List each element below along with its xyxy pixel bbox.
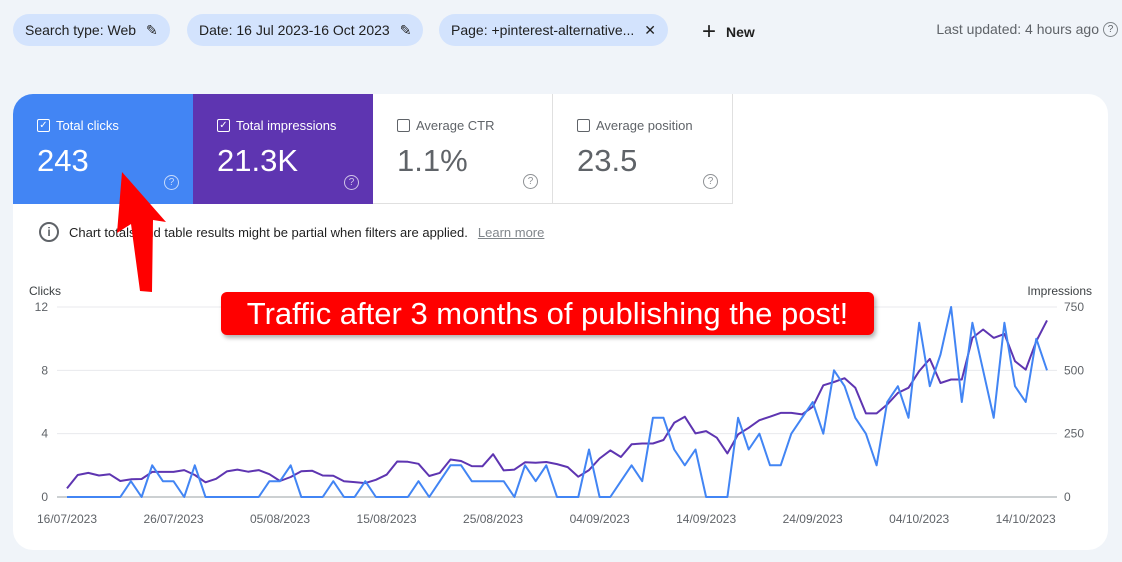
x-tick-label: 25/08/2023: [463, 512, 523, 526]
learn-more-link[interactable]: Learn more: [477, 224, 545, 240]
info-icon: i: [39, 222, 59, 242]
metric-value: 243: [37, 143, 89, 178]
help-icon[interactable]: ?: [703, 174, 718, 189]
metric-label: Total clicks: [56, 118, 119, 133]
x-tick-label: 05/08/2023: [250, 512, 310, 526]
new-filter-button[interactable]: + New: [702, 18, 755, 46]
metric-value: 1.1%: [397, 143, 468, 178]
left-tick-label: 8: [41, 363, 48, 377]
pencil-icon[interactable]: ✎: [399, 21, 412, 38]
last-updated-text: Last updated: 4 hours ago: [936, 21, 1099, 37]
x-tick-label: 15/08/2023: [357, 512, 417, 526]
new-label: New: [726, 24, 755, 40]
clicks-line: [67, 306, 1048, 498]
notice-text: Chart totals and table results might be …: [69, 224, 468, 240]
checkbox-checked-icon[interactable]: ✓: [217, 119, 230, 132]
left-axis-label: Clicks: [29, 284, 61, 298]
filter-label: Date: 16 Jul 2023-16 Oct 2023: [199, 22, 390, 38]
x-tick-label: 04/10/2023: [889, 512, 949, 526]
left-tick-label: 12: [35, 300, 49, 314]
metric-label: Total impressions: [236, 118, 337, 133]
x-tick-label: 16/07/2023: [37, 512, 97, 526]
annotation-banner: Traffic after 3 months of publishing the…: [221, 292, 874, 335]
filter-label: Search type: Web: [25, 22, 137, 38]
impressions-line: [66, 319, 1048, 490]
metric-total-impressions[interactable]: ✓ Total impressions 21.3K ?: [193, 94, 373, 204]
checkbox-unchecked-icon[interactable]: [577, 119, 590, 132]
last-updated: Last updated: 4 hours ago ?: [936, 21, 1118, 37]
x-tick-label: 14/09/2023: [676, 512, 736, 526]
plus-icon: +: [702, 18, 717, 45]
metric-value: 21.3K: [217, 143, 299, 178]
metric-average-ctr[interactable]: Average CTR 1.1% ?: [373, 94, 553, 204]
metric-label: Average position: [596, 118, 693, 133]
x-tick-label: 14/10/2023: [996, 512, 1056, 526]
filter-chip-page[interactable]: Page: +pinterest-alternative... ✕: [439, 14, 669, 46]
help-icon[interactable]: ?: [523, 174, 538, 189]
right-tick-label: 750: [1064, 300, 1084, 314]
metric-label: Average CTR: [416, 118, 495, 133]
filter-label: Page: +pinterest-alternative...: [451, 22, 635, 38]
right-tick-label: 250: [1064, 427, 1084, 441]
right-axis-label: Impressions: [1027, 284, 1092, 298]
help-icon[interactable]: ?: [1103, 21, 1118, 37]
right-tick-label: 500: [1064, 363, 1084, 377]
filter-chip-search-type[interactable]: Search type: Web ✎: [13, 14, 170, 46]
metric-value: 23.5: [577, 143, 638, 178]
left-tick-label: 0: [41, 490, 48, 504]
x-tick-label: 24/09/2023: [783, 512, 843, 526]
close-icon[interactable]: ✕: [644, 21, 657, 38]
checkbox-unchecked-icon[interactable]: [397, 119, 410, 132]
right-tick-label: 0: [1064, 490, 1071, 504]
filter-chip-date[interactable]: Date: 16 Jul 2023-16 Oct 2023 ✎: [187, 14, 424, 46]
help-icon[interactable]: ?: [344, 175, 359, 190]
partial-results-notice: i Chart totals and table results might b…: [39, 222, 544, 242]
x-tick-label: 26/07/2023: [143, 512, 203, 526]
left-tick-label: 4: [41, 427, 48, 441]
pencil-icon[interactable]: ✎: [146, 21, 158, 38]
x-tick-label: 04/09/2023: [570, 512, 630, 526]
metric-average-position[interactable]: Average position 23.5 ?: [553, 94, 733, 204]
checkbox-checked-icon[interactable]: ✓: [37, 119, 50, 132]
